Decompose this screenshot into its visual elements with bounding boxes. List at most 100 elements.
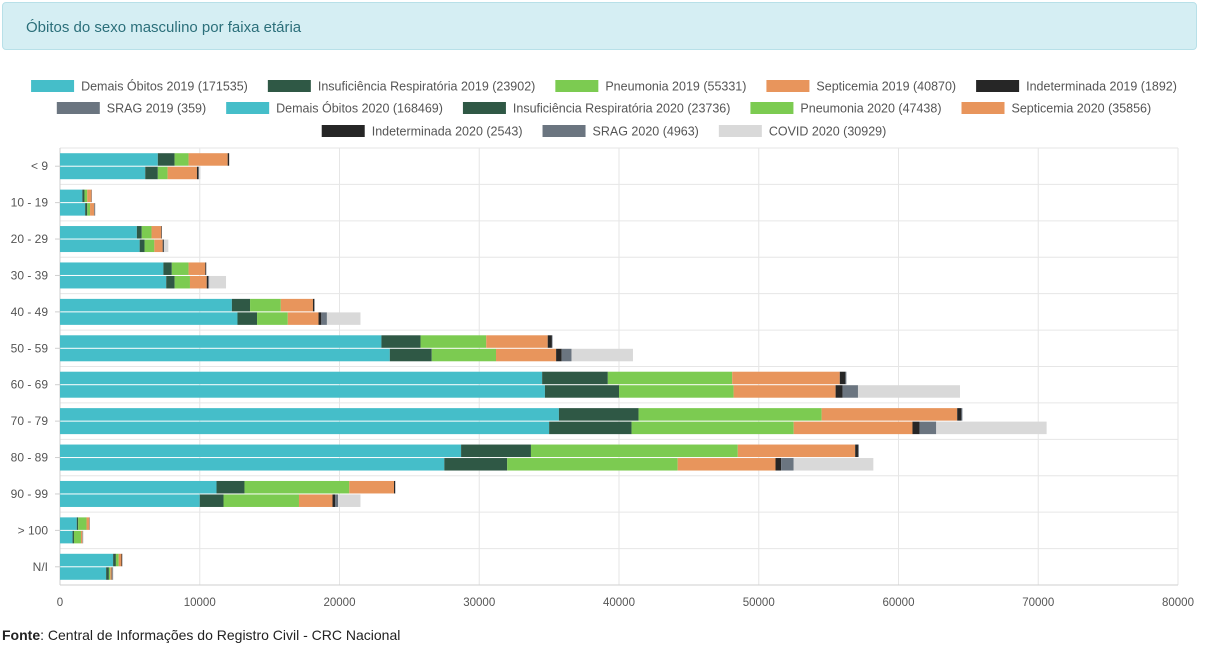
legend-swatch[interactable] [226, 102, 270, 114]
bar-segment[interactable] [257, 312, 288, 325]
bar-segment[interactable] [793, 421, 913, 435]
bar-segment[interactable] [394, 480, 396, 494]
bar-segment[interactable] [237, 312, 258, 325]
bar-segment[interactable] [163, 262, 172, 275]
bar-segment[interactable] [60, 553, 114, 567]
bar-segment[interactable] [166, 275, 175, 289]
bar-segment[interactable] [855, 444, 858, 458]
bar-segment[interactable] [154, 239, 163, 253]
bar-segment[interactable] [208, 275, 210, 289]
bar-segment[interactable] [737, 444, 856, 458]
bar-segment[interactable] [60, 444, 462, 458]
legend-swatch[interactable] [961, 102, 1005, 114]
bar-segment[interactable] [607, 371, 733, 385]
bar-segment[interactable] [87, 189, 92, 203]
bar-segment[interactable] [561, 348, 572, 362]
bar-segment[interactable] [76, 517, 79, 530]
bar-segment[interactable] [845, 371, 847, 385]
bar-segment[interactable] [60, 385, 545, 398]
bar-segment[interactable] [199, 166, 201, 180]
bar-segment[interactable] [85, 203, 88, 216]
bar-segment[interactable] [444, 458, 508, 471]
bar-segment[interactable] [145, 166, 158, 180]
bar-segment[interactable] [530, 444, 738, 458]
legend-swatch[interactable] [56, 102, 100, 114]
bar-segment[interactable] [549, 421, 632, 435]
bar-segment[interactable] [821, 408, 958, 421]
bar-segment[interactable] [60, 189, 83, 203]
legend-swatch[interactable] [555, 80, 599, 92]
bar-segment[interactable] [60, 494, 200, 507]
bar-segment[interactable] [60, 517, 77, 530]
bar-segment[interactable] [547, 335, 552, 348]
bar-segment[interactable] [60, 567, 107, 580]
bar-segment[interactable] [60, 335, 382, 348]
bar-segment[interactable] [318, 312, 322, 325]
bar-segment[interactable] [60, 262, 164, 275]
bar-segment[interactable] [857, 385, 960, 398]
bar-segment[interactable] [60, 371, 543, 385]
bar-segment[interactable] [544, 385, 619, 398]
bar-segment[interactable] [496, 348, 557, 362]
bar-segment[interactable] [733, 385, 836, 398]
bar-segment[interactable] [82, 189, 85, 203]
bar-segment[interactable] [115, 553, 119, 567]
bar-segment[interactable] [72, 530, 74, 544]
bar-segment[interactable] [231, 298, 251, 312]
legend-label[interactable]: Pneumonia 2019 (55331) [605, 80, 746, 94]
bar-segment[interactable] [551, 335, 553, 348]
bar-segment[interactable] [164, 239, 169, 253]
bar-segment[interactable] [60, 348, 390, 362]
bar-segment[interactable] [113, 553, 116, 567]
legend-swatch[interactable] [750, 102, 794, 114]
bar-segment[interactable] [80, 530, 83, 544]
bar-segment[interactable] [461, 444, 531, 458]
bar-segment[interactable] [162, 239, 164, 253]
bar-segment[interactable] [842, 385, 858, 398]
bar-segment[interactable] [571, 348, 633, 362]
bar-segment[interactable] [250, 298, 281, 312]
bar-segment[interactable] [227, 153, 230, 166]
bar-segment[interactable] [157, 153, 175, 166]
bar-segment[interactable] [82, 530, 84, 544]
bar-segment[interactable] [839, 371, 846, 385]
bar-segment[interactable] [60, 166, 146, 180]
bar-segment[interactable] [216, 480, 245, 494]
bar-segment[interactable] [121, 553, 123, 567]
bar-segment[interactable] [280, 298, 313, 312]
bar-segment[interactable] [957, 408, 962, 421]
legend-swatch[interactable] [462, 102, 506, 114]
bar-segment[interactable] [171, 262, 189, 275]
legend-label[interactable]: SRAG 2020 (4963) [593, 125, 699, 139]
bar-segment[interactable] [556, 348, 562, 362]
bar-segment[interactable] [244, 480, 350, 494]
bar-segment[interactable] [420, 335, 487, 348]
legend-label[interactable]: Demais Óbitos 2020 (168469) [276, 101, 443, 116]
bar-segment[interactable] [199, 494, 224, 507]
bar-segment[interactable] [198, 166, 200, 180]
bar-segment[interactable] [87, 203, 91, 216]
bar-segment[interactable] [287, 312, 319, 325]
bar-segment[interactable] [106, 567, 109, 580]
bar-segment[interactable] [381, 335, 421, 348]
legend-swatch[interactable] [542, 125, 586, 137]
bar-segment[interactable] [335, 494, 339, 507]
bar-segment[interactable] [542, 371, 608, 385]
legend-label[interactable]: Pneumonia 2020 (47438) [800, 102, 941, 116]
bar-segment[interactable] [157, 166, 168, 180]
bar-segment[interactable] [151, 226, 162, 239]
bar-segment[interactable] [912, 421, 920, 435]
legend-swatch[interactable] [321, 125, 365, 137]
bar-segment[interactable] [188, 153, 228, 166]
legend-swatch[interactable] [976, 80, 1020, 92]
bar-segment[interactable] [112, 567, 114, 580]
bar-segment[interactable] [60, 480, 217, 494]
legend-label[interactable]: Indeterminada 2019 (1892) [1026, 80, 1177, 94]
bar-segment[interactable] [205, 262, 207, 275]
bar-segment[interactable] [775, 458, 782, 471]
bar-segment[interactable] [118, 553, 122, 567]
bar-segment[interactable] [793, 458, 874, 471]
bar-segment[interactable] [136, 226, 142, 239]
bar-segment[interactable] [163, 239, 165, 253]
legend-label[interactable]: Septicemia 2020 (35856) [1012, 102, 1152, 116]
